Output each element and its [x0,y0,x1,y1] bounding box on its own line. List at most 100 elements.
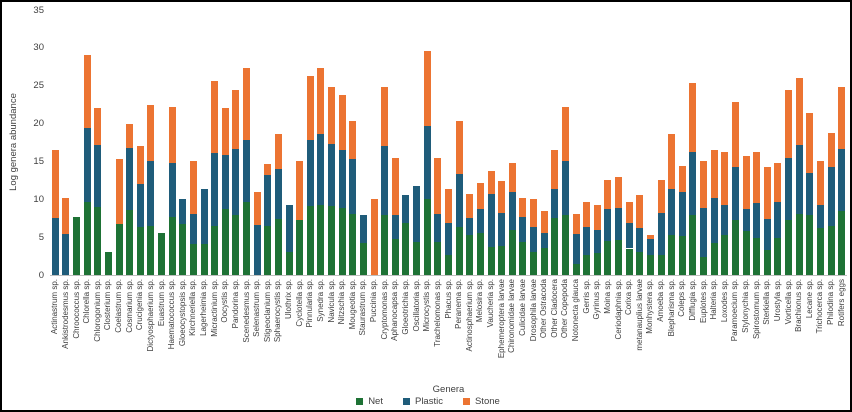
bar-segment-stone [476,183,484,210]
bar-segment-stone [625,202,633,223]
bar-segment-net [625,248,633,275]
x-tick-label: Crucigenia sp. [135,279,145,331]
bar-segment-plastic [466,218,474,235]
bar-segment-stone [232,90,240,149]
bar-segment-plastic [806,172,814,216]
bar-segment-plastic [657,212,665,256]
bar-segment-plastic [593,229,601,254]
x-tick-label: Gyrinus sp. [592,279,602,320]
bar-segment-stone [668,134,676,190]
bar-segment-plastic [51,218,59,275]
bar-segment-net [583,255,591,275]
bar-segment-net [423,199,431,275]
x-tick-label: Blepharisma sp. [666,279,676,337]
bar-segment-net [476,233,484,275]
bar-segment-net [466,234,474,275]
x-tick-label: Actinosphaerium sp. [464,279,474,352]
bar-segment-plastic [349,159,357,214]
x-tick-label: Ulothrix sp. [284,279,294,320]
x-tick-label: Rotifers eggs [836,279,846,327]
bar-segment-stone [827,132,835,168]
bar-segment-net [540,247,548,275]
bar-segment-stone [423,50,431,126]
y-tick-label: 15 [33,155,44,167]
bar-segment-plastic [253,225,261,275]
bar-segment-plastic [317,134,325,205]
bar-segment-plastic [413,185,421,243]
bar-segment-plastic [540,233,548,248]
legend-label: Plastic [414,396,443,407]
y-tick-label: 30 [33,42,44,54]
x-tick-label: Chlorogonium sp. [92,279,102,342]
bar-segment-stone [274,134,282,169]
x-tick-label: Staurastrum sp. [358,279,368,336]
bar-segment-net [763,250,771,275]
legend-item-net: Net [356,396,383,407]
bar-segment-net [806,215,814,275]
x-tick-label: Peranema sp. [454,279,464,329]
bar-segment-net [678,236,686,275]
bar-segment-net [136,226,144,275]
bar-segment-plastic [328,144,336,207]
x-tick-label: Coelastrum sp. [114,279,124,333]
bar-segment-net [668,234,676,275]
x-tick-label: Chroococcus sp. [71,279,81,339]
bar-segment-net [785,219,793,275]
bar-segment-plastic [636,228,644,253]
bar-segment-stone [551,150,559,190]
bar-segment-plastic [721,204,729,235]
x-tick-label: Sphaerocystis sp. [273,279,283,343]
bar-segment-net [168,216,176,275]
bar-segment-stone [700,160,708,208]
bar-segment-plastic [381,146,389,216]
y-tick-label: 0 [38,269,44,281]
x-tick-label: Ceriodaphnia sp. [613,279,623,340]
bar-segment-net [328,206,336,275]
bar-segment-net [498,246,506,275]
bar-segment-plastic [700,207,708,257]
bar-segment-plastic [583,226,591,256]
bar-segment-stone [774,162,782,203]
legend-item-plastic: Plastic [402,396,443,407]
bar-segment-stone [189,161,197,214]
bar-segment-stone [51,150,59,219]
bar-segment-plastic [753,203,761,238]
bar-segment-net [519,242,527,275]
bar-segment-net [221,209,229,275]
bar-segment-plastic [678,192,686,237]
bar-segment-stone [83,55,91,129]
bar-segment-stone [785,90,793,158]
bar-segment-plastic [455,174,463,228]
bar-segment-plastic [274,169,282,219]
x-tick-label: Culicidae larvae [517,279,527,336]
bar-segment-net [381,215,389,275]
bar-segment-stone [94,108,102,145]
bar-segment-plastic [62,234,70,275]
bar-segment-plastic [94,144,102,207]
bar-segment-stone [657,179,665,213]
x-tick-label: Stylonychia sp. [741,279,751,333]
x-tick-label: Corixa sp. [624,279,634,316]
bar-segment-stone [328,87,336,144]
x-tick-label: metanauplius larvae [634,279,644,351]
bar-segment-net [593,253,601,275]
bar-segment-stone [572,214,580,235]
x-tick-label: Euastrum sp. [156,279,166,327]
bar-segment-plastic [551,189,559,219]
bar-segment-stone [253,191,261,226]
bar-segment-stone [763,167,771,219]
bar-segment-net [211,225,219,275]
x-tick-label: Brachionus sp. [794,279,804,332]
x-tick-label: Selenastrum sp. [252,279,262,337]
bar-segment-net [243,202,251,275]
bar-segment-stone [731,102,739,167]
bar-segment-plastic [615,207,623,241]
bar-segment-net [94,206,102,275]
bar-segment-stone [466,193,474,219]
bar-segment-plastic [816,204,824,229]
x-tick-label: Philodina sp. [826,279,836,325]
bar-segment-net [264,225,272,275]
bar-segment-stone [636,194,644,229]
x-tick-label: Loxodes sp. [719,279,729,323]
bar-segment-stone [721,151,729,205]
